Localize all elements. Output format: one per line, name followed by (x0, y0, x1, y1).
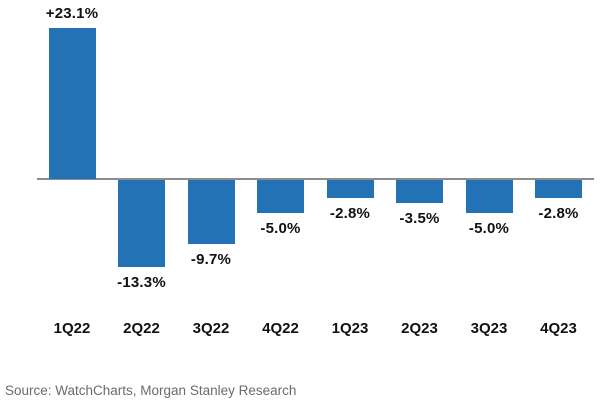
value-label-2Q22: -13.3% (117, 274, 166, 291)
value-label-3Q23: -5.0% (468, 220, 510, 237)
x-axis-label-1Q23: 1Q23 (331, 320, 369, 337)
x-axis-label-3Q22: 3Q22 (192, 320, 230, 337)
x-axis-label-3Q23: 3Q23 (470, 320, 508, 337)
value-label-1Q23: -2.8% (329, 205, 371, 222)
value-label-3Q22: -9.7% (190, 251, 232, 268)
x-axis-label-4Q22: 4Q22 (262, 320, 299, 337)
x-axis-label-4Q23: 4Q23 (540, 320, 577, 337)
bar-2Q23 (396, 180, 443, 203)
value-label-2Q23: -3.5% (399, 210, 440, 227)
bar-3Q22 (187, 180, 235, 244)
x-axis-label-1Q22: 1Q22 (53, 320, 91, 337)
bar-1Q22 (48, 28, 96, 179)
bar-2Q22 (118, 180, 165, 267)
bar-1Q23 (326, 180, 374, 198)
x-axis-label-2Q23: 2Q23 (401, 320, 438, 337)
value-label-1Q22: +23.1% (45, 5, 99, 22)
value-label-4Q22: -5.0% (260, 220, 301, 237)
bar-3Q23 (465, 180, 513, 213)
x-axis-line (37, 178, 594, 180)
bar-4Q22 (257, 180, 304, 213)
bar-4Q23 (535, 180, 582, 198)
value-label-4Q23: -2.8% (538, 205, 579, 222)
x-axis-label-2Q22: 2Q22 (123, 320, 160, 337)
source-caption: Source: WatchCharts, Morgan Stanley Rese… (5, 383, 297, 398)
